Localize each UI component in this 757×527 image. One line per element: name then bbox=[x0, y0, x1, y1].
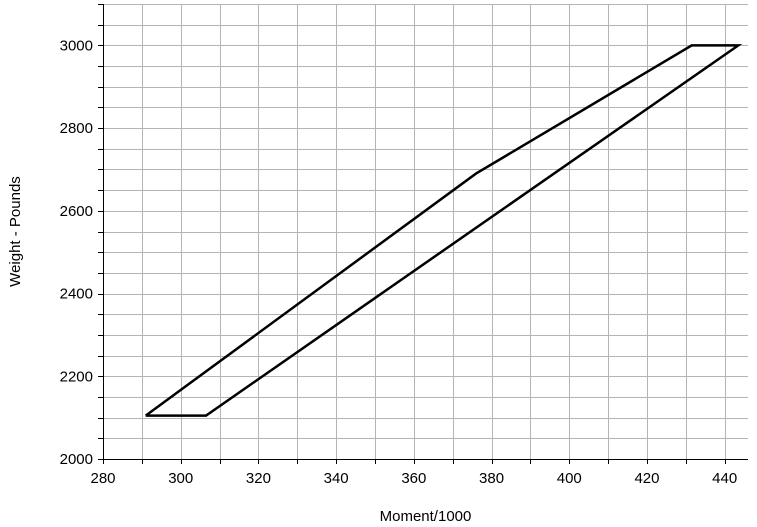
envelope-line bbox=[144, 44, 743, 417]
x-tick-label: 380 bbox=[479, 470, 504, 487]
minor-gridlines bbox=[103, 4, 748, 460]
x-tick-label: 420 bbox=[634, 470, 659, 487]
y-tick-label: 2800 bbox=[60, 120, 93, 137]
y-tick-label: 2400 bbox=[60, 286, 93, 303]
axes bbox=[98, 4, 748, 464]
y-tick-label: 2200 bbox=[60, 368, 93, 385]
x-tick-label: 400 bbox=[557, 470, 582, 487]
x-tick-label: 280 bbox=[90, 470, 115, 487]
tick-labels: 280 300 320 340 360 380 400 420 440 2000 2200 2400 2… bbox=[60, 37, 738, 487]
x-tick-label: 340 bbox=[324, 470, 349, 487]
envelope-series bbox=[144, 44, 743, 417]
x-tick-label: 440 bbox=[712, 470, 737, 487]
x-axis-label: Moment/1000 bbox=[380, 508, 472, 525]
x-tick-label: 300 bbox=[168, 470, 193, 487]
x-tick-label: 360 bbox=[401, 470, 426, 487]
y-tick-label: 2600 bbox=[60, 203, 93, 220]
y-tick-label: 2000 bbox=[60, 451, 93, 468]
x-tick-label: 320 bbox=[246, 470, 271, 487]
y-tick-label: 3000 bbox=[60, 37, 93, 54]
y-axis-label: Weight - Pounds bbox=[7, 176, 24, 287]
